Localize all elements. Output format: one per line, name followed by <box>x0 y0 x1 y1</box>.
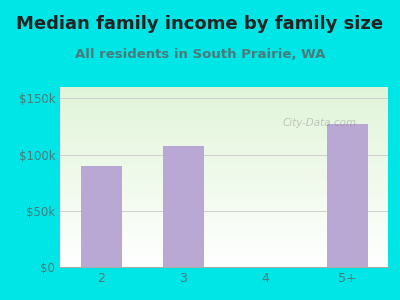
Bar <box>326 124 368 267</box>
Bar <box>162 146 204 267</box>
Text: City-Data.com: City-Data.com <box>283 118 357 128</box>
Text: All residents in South Prairie, WA: All residents in South Prairie, WA <box>75 48 325 61</box>
Bar <box>80 166 122 267</box>
Text: Median family income by family size: Median family income by family size <box>16 15 384 33</box>
